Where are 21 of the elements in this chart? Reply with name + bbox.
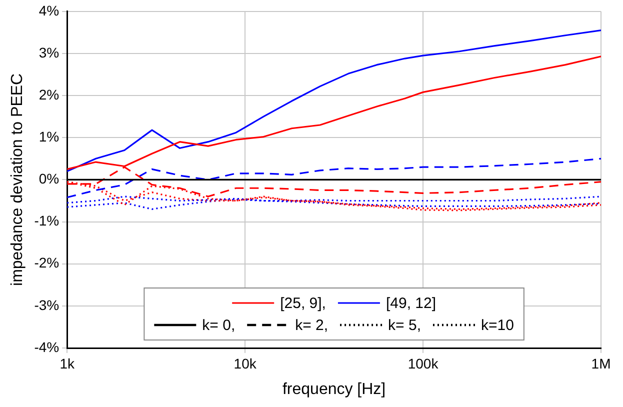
y-tick-label: 3% [38, 44, 60, 60]
x-tick-label: 1M [591, 355, 611, 372]
x-tick-label: 100k [408, 355, 440, 372]
y-tick-label: -4% [34, 338, 60, 355]
y-tick-label: -2% [34, 254, 60, 271]
legend-label: [25, 9], [280, 295, 326, 312]
y-tick-label: 1% [38, 128, 60, 144]
legend-label: k= 0, [202, 317, 236, 334]
y-tick-label: -3% [34, 296, 60, 313]
legend-label: k= 5, [388, 317, 421, 334]
y-axis-title: impedance deviation to PEEC [9, 73, 26, 286]
x-tick-label: 1k [60, 355, 76, 372]
x-axis-title: frequency [Hz] [282, 380, 386, 398]
y-tick-label: 4% [38, 2, 60, 18]
legend-label: k=10 [480, 317, 514, 334]
legend-label: [49, 12] [386, 295, 436, 312]
legend-label: k= 2, [295, 317, 328, 334]
y-tick-label: -1% [34, 212, 60, 229]
x-tick-label: 10k [234, 355, 258, 372]
y-tick-label: 2% [38, 86, 60, 102]
y-tick-label: 0% [38, 170, 60, 187]
